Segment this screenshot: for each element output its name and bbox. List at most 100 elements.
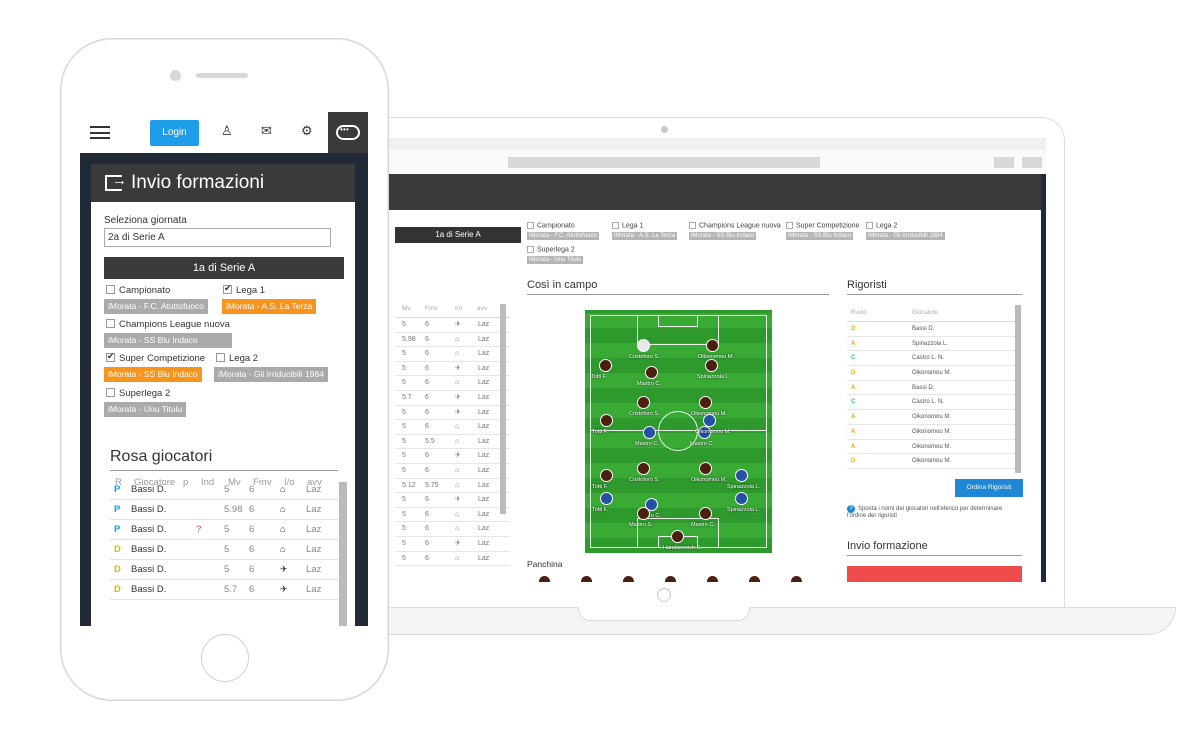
penalty-row[interactable]: C Castro L. N. bbox=[847, 351, 1017, 367]
col-ind[interactable]: Ind bbox=[201, 477, 215, 488]
player-avatar[interactable] bbox=[699, 396, 712, 409]
player-avatar[interactable] bbox=[637, 507, 650, 520]
competition-option[interactable]: Campionato iMorata - F.C. Atuttofuoco bbox=[527, 222, 599, 241]
table-row[interactable]: 5 6 Laz ⌂ bbox=[395, 376, 510, 391]
bench-player-avatar[interactable] bbox=[748, 575, 761, 582]
penalty-row[interactable]: A Oikonomou M. bbox=[847, 425, 1017, 440]
team-tag[interactable]: iMorata - Gli Irriducibili 1984 bbox=[214, 367, 328, 382]
competition-option[interactable]: Super Competizione iMorata - SS Blu Indac… bbox=[786, 222, 860, 241]
bench-player-avatar[interactable] bbox=[664, 575, 677, 582]
team-tag[interactable]: iMorata - Gli Irriducibili 1984 bbox=[866, 232, 945, 241]
competition-lega-2[interactable]: Lega 2 bbox=[216, 353, 258, 364]
table-row[interactable]: 5 6 Laz ✈ bbox=[395, 449, 510, 464]
player-avatar[interactable] bbox=[698, 426, 711, 439]
checkbox[interactable] bbox=[612, 222, 619, 229]
player-avatar[interactable] bbox=[735, 469, 748, 482]
penalty-row[interactable]: A Oikonomou M. bbox=[847, 440, 1017, 455]
bench-player-avatar[interactable] bbox=[706, 575, 719, 582]
team-tag[interactable]: iMorata - SS Blu Indaco bbox=[689, 232, 757, 241]
chat-icon[interactable] bbox=[336, 125, 360, 140]
gear-icon[interactable]: ⚙ bbox=[301, 123, 313, 138]
competition-option[interactable]: Lega 1 iMorata - A.S. La Terza bbox=[612, 222, 677, 241]
penalty-row[interactable]: D Bassi D. bbox=[847, 322, 1017, 337]
penalty-row[interactable]: C Castro L. N. bbox=[847, 395, 1017, 411]
player-avatar[interactable] bbox=[637, 462, 650, 475]
table-row[interactable]: D Bassi D. 5.7 6 Laz ✈ bbox=[110, 580, 338, 600]
address-bar[interactable] bbox=[508, 157, 820, 168]
player-avatar[interactable] bbox=[637, 339, 650, 352]
player-avatar[interactable] bbox=[705, 359, 718, 372]
player-avatar[interactable] bbox=[699, 462, 712, 475]
competition-campionato[interactable]: Campionato bbox=[106, 285, 170, 296]
penalty-scrollbar[interactable] bbox=[1015, 305, 1021, 473]
table-row[interactable]: P Bassi D. 5 6 Laz ⌂ bbox=[110, 480, 338, 500]
table-row[interactable]: D Bassi D. 5 6 Laz ⌂ bbox=[110, 540, 338, 560]
table-row[interactable]: 5 6 Laz ⌂ bbox=[395, 464, 510, 479]
penalty-row[interactable]: D Oikonomou M. bbox=[847, 366, 1017, 381]
team-tag[interactable]: iMorata - F.C. Atuttofuoco bbox=[527, 232, 599, 241]
checkbox[interactable] bbox=[106, 319, 115, 328]
checkbox[interactable] bbox=[527, 222, 534, 229]
col-avv[interactable]: avv bbox=[307, 477, 322, 488]
send-lineup-button[interactable] bbox=[847, 566, 1022, 582]
checkbox[interactable] bbox=[689, 222, 696, 229]
table-row[interactable]: D Bassi D. 5 6 Laz ✈ bbox=[110, 560, 338, 580]
col-r[interactable]: R bbox=[115, 477, 122, 488]
roster-scrollbar[interactable] bbox=[500, 304, 506, 514]
checkbox-checked[interactable] bbox=[223, 283, 232, 294]
team-tag[interactable]: iMorata - SS Blu Indaco bbox=[104, 333, 232, 348]
player-avatar[interactable] bbox=[671, 530, 684, 543]
checkbox[interactable] bbox=[106, 388, 115, 397]
table-row[interactable]: 5.98 6 Laz ⌂ bbox=[395, 333, 510, 348]
penalty-row[interactable]: A Bassi D. bbox=[847, 381, 1017, 396]
table-row[interactable]: 5 6 Laz ✈ bbox=[395, 318, 510, 333]
checkbox[interactable] bbox=[216, 353, 225, 362]
checkbox[interactable] bbox=[527, 246, 534, 253]
table-row[interactable]: 5 6 Laz ⌂ bbox=[395, 347, 510, 362]
order-penalty-takers-button[interactable]: Ordina Rigoristi bbox=[955, 479, 1023, 497]
table-row[interactable]: 5 6 Laz ⌂ bbox=[395, 508, 510, 523]
col-io[interactable]: I/o bbox=[284, 477, 295, 488]
table-row[interactable]: 5 5.5 Laz ⌂ bbox=[395, 435, 510, 450]
player-avatar[interactable] bbox=[643, 426, 656, 439]
checkbox-checked[interactable] bbox=[106, 351, 115, 362]
col-p[interactable]: p bbox=[183, 477, 189, 488]
user-icon[interactable]: ♙ bbox=[221, 123, 233, 138]
penalty-row[interactable]: A Oikonomou M. bbox=[847, 410, 1017, 425]
competition-superlega-2[interactable]: Superlega 2 bbox=[106, 388, 170, 399]
col-mv[interactable]: Mv bbox=[228, 477, 241, 488]
player-avatar[interactable] bbox=[706, 339, 719, 352]
roster-scrollbar[interactable] bbox=[339, 482, 347, 626]
bench-player-avatar[interactable] bbox=[622, 575, 635, 582]
table-row[interactable]: P Bassi D. 5.98 6 Laz ⌂ bbox=[110, 500, 338, 520]
table-row[interactable]: 5 6 Laz ✈ bbox=[395, 362, 510, 377]
table-row[interactable]: 5 6 Laz ⌂ bbox=[395, 552, 510, 567]
player-avatar[interactable] bbox=[600, 414, 613, 427]
player-avatar[interactable] bbox=[600, 492, 613, 505]
bench-player-avatar[interactable] bbox=[580, 575, 593, 582]
matchday-bar[interactable]: 1a di Serie A bbox=[104, 257, 344, 279]
player-avatar[interactable] bbox=[645, 498, 658, 511]
checkbox[interactable] bbox=[786, 222, 793, 229]
competition-super[interactable]: Super Competizione bbox=[106, 351, 205, 364]
browser-button[interactable] bbox=[1022, 157, 1042, 168]
competition-lega-1[interactable]: Lega 1 bbox=[223, 283, 265, 296]
team-tag[interactable]: iMorata - Unu Titulu bbox=[527, 256, 584, 265]
hamburger-menu-icon[interactable] bbox=[90, 126, 110, 139]
team-tag[interactable]: iMorata - SS Blu Indaco bbox=[786, 232, 854, 241]
competition-option[interactable]: Champions League nuova iMorata - SS Blu I… bbox=[689, 222, 781, 241]
player-avatar[interactable] bbox=[645, 366, 658, 379]
table-row[interactable]: 5 6 Laz ✈ bbox=[395, 406, 510, 421]
checkbox[interactable] bbox=[106, 285, 115, 294]
competition-option[interactable]: Lega 2 iMorata - Gli Irriducibili 1984 bbox=[866, 222, 945, 241]
competition-option[interactable]: Superlega 2 iMorata - Unu Titulu bbox=[527, 246, 584, 265]
player-avatar[interactable] bbox=[703, 414, 716, 427]
competition-champions[interactable]: Champions League nuova bbox=[106, 319, 230, 330]
team-tag-selected[interactable]: iMorata - A.S. La Terza bbox=[222, 299, 317, 314]
matchday-bar[interactable]: 1a di Serie A bbox=[395, 227, 521, 243]
table-row[interactable]: 5 6 Laz ✈ bbox=[395, 493, 510, 508]
table-row[interactable]: 5 6 Laz ⌂ bbox=[395, 420, 510, 435]
team-tag[interactable]: iMorata - Unu Titulu bbox=[104, 402, 187, 417]
col-giocatore[interactable]: Giocatore bbox=[134, 477, 176, 488]
table-row[interactable]: P Bassi D.? 5 6 Laz ⌂ bbox=[110, 520, 338, 540]
